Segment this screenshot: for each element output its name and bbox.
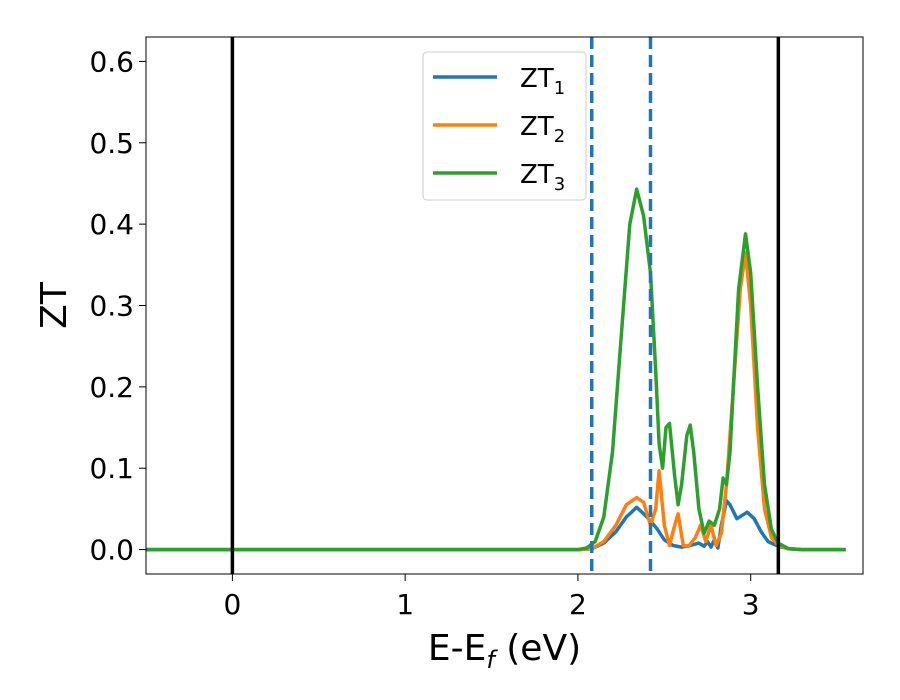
series-line-2 <box>146 250 846 552</box>
y-tick-label: 0.1 <box>89 452 134 485</box>
x-tick-label: 1 <box>396 588 414 621</box>
y-tick-label: 0.5 <box>89 127 134 160</box>
series-line-3 <box>146 187 846 552</box>
x-tick-label: 0 <box>223 588 241 621</box>
y-tick-label: 0.2 <box>89 371 134 404</box>
legend-label-1: ZT1 <box>520 64 565 99</box>
legend-label-3: ZT3 <box>520 160 565 195</box>
y-tick-label: 0.4 <box>89 208 134 241</box>
plot-area <box>146 37 846 574</box>
y-axis-label: ZT <box>34 281 75 329</box>
y-tick-label: 0.3 <box>89 290 134 323</box>
y-tick-label: 0.6 <box>89 45 134 78</box>
y-tick-label: 0.0 <box>89 534 134 567</box>
x-axis-label: E-Ef (eV) <box>428 628 581 674</box>
legend: ZT1 ZT2 ZT3 <box>422 51 587 201</box>
legend-label-2: ZT2 <box>520 112 565 147</box>
axis-ticks: 0 1 2 3 0.0 0.1 0.2 0.3 0.4 0.5 0.6 <box>89 45 759 621</box>
legend-box <box>422 51 587 201</box>
series-line-1 <box>146 499 846 552</box>
x-tick-label: 2 <box>569 588 587 621</box>
plot-content <box>146 37 846 574</box>
x-tick-label: 3 <box>742 588 760 621</box>
